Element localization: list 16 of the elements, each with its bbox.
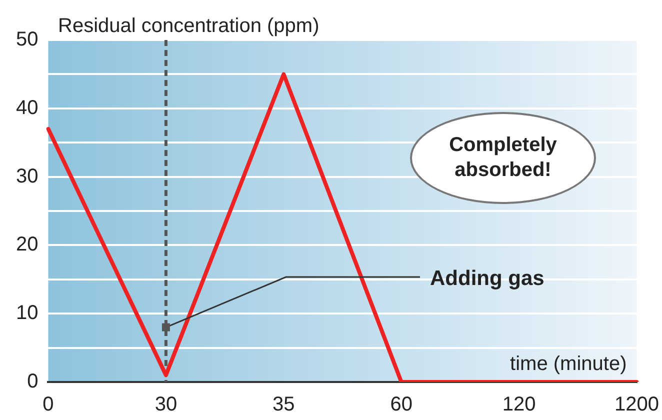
x-tick-label: 0: [42, 394, 54, 416]
y-tick-label: 0: [27, 370, 38, 393]
y-tick-label: 30: [16, 165, 38, 188]
annotation: Adding gas: [430, 267, 544, 290]
y-tick-label: 50: [16, 28, 38, 51]
x-axis-title: time (minute): [510, 353, 627, 375]
x-tick-label: 35: [272, 394, 295, 416]
y-tick-label: 20: [16, 234, 38, 256]
x-tick-label: 120: [502, 394, 536, 416]
y-axis-title: Residual concentration (ppm): [58, 15, 320, 37]
annotation: Completely absorbed!: [448, 133, 558, 183]
x-tick-label: 30: [154, 394, 178, 416]
x-tick-label: 60: [390, 394, 412, 416]
y-tick-label: 10: [16, 302, 38, 324]
x-tick-label: 1200: [614, 394, 660, 416]
y-tick-label: 40: [16, 96, 38, 119]
